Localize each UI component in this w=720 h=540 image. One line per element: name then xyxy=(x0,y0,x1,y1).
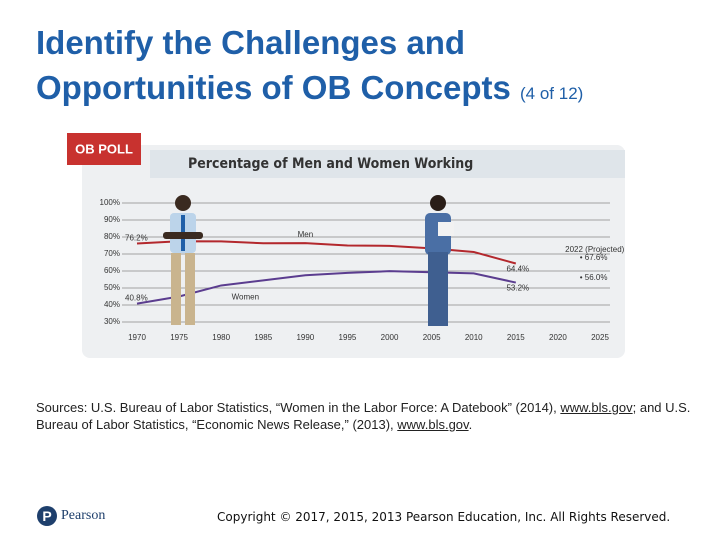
woman-figure xyxy=(425,195,454,326)
source-text: . xyxy=(468,417,473,432)
y-tick-label: 60% xyxy=(104,266,120,275)
x-tick-label: 2015 xyxy=(507,333,525,342)
badge xyxy=(67,133,141,165)
source-text: ; and U.S. Bureau of Labor Statistics, “… xyxy=(36,400,691,432)
y-tick-label: 80% xyxy=(104,232,120,241)
projected-value: • 67.6% xyxy=(580,253,608,262)
value-label: 53.2% xyxy=(506,284,529,293)
x-tick-label: 1985 xyxy=(254,333,272,342)
series-label: Women xyxy=(232,292,259,301)
badge-text: OB POLL xyxy=(75,141,133,156)
man-figure xyxy=(163,195,203,325)
sources: Sources: U.S. Bureau of Labor Statistics… xyxy=(36,399,696,433)
logo-icon: P xyxy=(37,506,57,526)
slide-title: Identify the Challenges and Opportunitie… xyxy=(36,20,583,116)
value-label: 64.4% xyxy=(506,265,529,274)
y-tick-label: 90% xyxy=(104,215,120,224)
x-tick-label: 2005 xyxy=(423,333,441,342)
x-tick-label: 1970 xyxy=(128,333,146,342)
x-tick-label: 2025 xyxy=(591,333,609,342)
title-suffix: (4 of 12) xyxy=(520,84,584,103)
line xyxy=(136,240,517,265)
x-tick-label: 1990 xyxy=(296,333,314,342)
chart-title: Percentage of Men and Women Working xyxy=(188,156,473,172)
y-tick-label: 40% xyxy=(104,300,120,309)
source-link[interactable]: www.bls.gov xyxy=(397,417,469,432)
x-tick-label: 1980 xyxy=(212,333,230,342)
projected-value: • 56.0% xyxy=(580,273,608,282)
logo: P Pearson xyxy=(37,506,105,526)
chart: OB POLL Percentage of Men and Women Work… xyxy=(67,133,625,358)
title-text: Opportunities of OB Concepts xyxy=(36,69,511,106)
x-tick-label: 2020 xyxy=(549,333,567,342)
y-tick-label: 50% xyxy=(104,283,120,292)
series-label: Men xyxy=(298,230,314,239)
title-line: Identify the Challenges and xyxy=(36,24,466,61)
value-label: 40.8% xyxy=(125,294,148,303)
source-text: Sources: U.S. Bureau of Labor Statistics… xyxy=(36,400,561,415)
y-tick-label: 30% xyxy=(104,317,120,326)
title-band xyxy=(150,150,625,178)
x-tick-label: 1995 xyxy=(339,333,357,342)
x-tick-label: 2010 xyxy=(465,333,483,342)
x-tick-label: 2000 xyxy=(381,333,399,342)
projection-label: 2022 (Projected) xyxy=(565,245,624,254)
y-tick-label: 100% xyxy=(100,198,120,207)
copyright: Copyright © 2017, 2015, 2013 Pearson Edu… xyxy=(217,510,671,524)
line xyxy=(136,270,517,305)
x-tick-label: 1975 xyxy=(170,333,188,342)
value-label: 76.2% xyxy=(125,234,148,243)
y-tick-label: 70% xyxy=(104,249,120,258)
title-line: Opportunities of OB Concepts (4 of 12) xyxy=(36,65,583,116)
logo-text: Pearson xyxy=(61,508,106,523)
source-link[interactable]: www.bls.gov xyxy=(560,400,633,415)
